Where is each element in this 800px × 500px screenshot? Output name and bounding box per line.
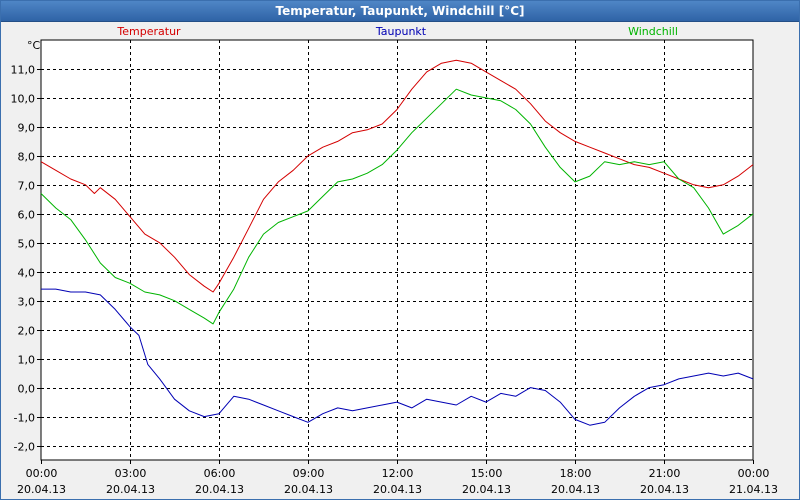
legend-label-windchill: Windchill — [628, 25, 678, 38]
series-line-taupunkt — [41, 288, 754, 426]
x-tick-label-time: 06:00 — [204, 467, 236, 480]
series-line-windchill — [40, 88, 754, 325]
x-tick-label-time: 09:00 — [293, 467, 325, 480]
y-axis: -2,0 -1,0 0,0 1,0 2,0 3,0 4,0 5,0 6,0 7,0 8,0 9,0 10… — [11, 64, 41, 454]
y-tick-label: 2,0 — [18, 325, 36, 338]
x-tick-label-time: 21:00 — [649, 467, 681, 480]
x-tick-label-date: 20.04.13 — [462, 483, 511, 496]
x-tick-label-date: 20.04.13 — [640, 483, 689, 496]
x-tick-label-date: 20.04.13 — [284, 483, 333, 496]
x-tick-label-date: 20.04.13 — [551, 483, 600, 496]
y-tick-label: 9,0 — [18, 122, 36, 135]
x-tick-label-date: 20.04.13 — [195, 483, 244, 496]
y-tick-label: 0,0 — [18, 383, 36, 396]
x-tick-label-date: 21.04.13 — [729, 483, 778, 496]
y-tick-label: 8,0 — [18, 151, 36, 164]
y-tick-label: 10,0 — [11, 93, 36, 106]
x-tick-label-time: 03:00 — [115, 467, 147, 480]
x-tick-label-time: 00:00 — [738, 467, 770, 480]
y-tick-label: 4,0 — [18, 267, 36, 280]
legend-label-taupunkt: Taupunkt — [375, 25, 427, 38]
y-tick-label: 7,0 — [18, 180, 36, 193]
y-unit-label: °C — [27, 39, 41, 52]
grid-lines — [41, 40, 753, 460]
x-tick-label-time: 15:00 — [471, 467, 503, 480]
series-lines — [40, 59, 754, 426]
x-tick-label-date: 20.04.13 — [106, 483, 155, 496]
y-tick-label: 11,0 — [11, 64, 36, 77]
y-tick-label: 1,0 — [18, 354, 36, 367]
line-chart: -2,0 -1,0 0,0 1,0 2,0 3,0 4,0 5,0 6,0 7,0 8,0 9,0 10… — [11, 25, 778, 496]
y-tick-label: -2,0 — [14, 441, 35, 454]
legend-label-temperatur: Temperatur — [116, 25, 181, 38]
x-axis: 00:00 20.04.13 03:00 20.04.13 06:00 20.04.13 0… — [17, 460, 778, 496]
y-tick-label: 3,0 — [18, 296, 36, 309]
x-tick-label-date: 20.04.13 — [17, 483, 66, 496]
y-tick-label: 6,0 — [18, 209, 36, 222]
x-tick-label-time: 12:00 — [382, 467, 414, 480]
x-tick-label-time: 00:00 — [26, 467, 58, 480]
y-tick-label: 5,0 — [18, 238, 36, 251]
y-tick-label: -1,0 — [14, 412, 35, 425]
x-tick-label-date: 20.04.13 — [373, 483, 422, 496]
window-title: Temperatur, Taupunkt, Windchill [°C] — [1, 1, 799, 22]
x-tick-label-time: 18:00 — [560, 467, 592, 480]
